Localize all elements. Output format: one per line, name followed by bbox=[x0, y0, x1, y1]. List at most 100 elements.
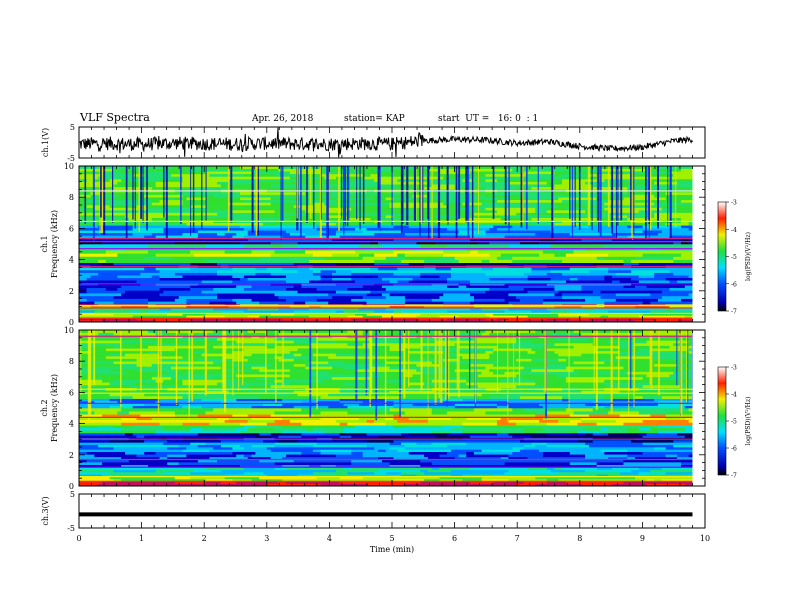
spec2-cell bbox=[251, 369, 260, 372]
spec2-cell bbox=[485, 366, 525, 370]
spec2-cell bbox=[385, 363, 417, 367]
spec1-cell bbox=[305, 176, 325, 180]
spec2-cell bbox=[485, 425, 525, 429]
spec1-cell bbox=[293, 262, 306, 266]
spec1-cell bbox=[105, 307, 122, 311]
spec1-cell bbox=[523, 222, 532, 226]
spec2-cell bbox=[263, 439, 279, 443]
spec2-cell bbox=[604, 382, 628, 386]
spec1-cell bbox=[588, 312, 632, 316]
spec2-spheric bbox=[650, 330, 653, 390]
spec2-cell bbox=[366, 439, 394, 443]
spec2-cell bbox=[213, 462, 233, 465]
spec2-cell bbox=[470, 435, 494, 438]
spec1-cell bbox=[627, 225, 643, 229]
spec1-cell bbox=[623, 222, 666, 226]
spec2-cell bbox=[324, 459, 341, 463]
spec1-cell bbox=[611, 237, 655, 242]
spec1-cell bbox=[228, 176, 252, 180]
spec2-cell bbox=[347, 405, 387, 409]
spec2-cell bbox=[217, 459, 260, 463]
spec2-cell bbox=[182, 449, 210, 452]
spec2-cell bbox=[562, 398, 571, 402]
spec2-cell bbox=[178, 408, 214, 412]
spec2-cell bbox=[278, 471, 314, 475]
spec1-cell bbox=[259, 301, 295, 305]
spec2-cell bbox=[282, 425, 306, 429]
spec1-cell bbox=[270, 179, 287, 182]
spec1-cell bbox=[220, 310, 245, 313]
spec1-cell bbox=[393, 168, 429, 172]
spec1-cell bbox=[680, 225, 693, 229]
spec2-cell bbox=[496, 361, 536, 365]
spec1-cell bbox=[512, 168, 528, 172]
spec2-cell bbox=[217, 416, 229, 420]
spec2-cell bbox=[274, 419, 291, 423]
spec2-ytick-label: 10 bbox=[64, 326, 74, 335]
spec2-cell bbox=[320, 464, 337, 468]
spec1-spheric bbox=[467, 166, 470, 241]
spec1-cell bbox=[335, 176, 364, 180]
spec1-cell bbox=[343, 267, 371, 271]
spec1-cell bbox=[381, 217, 398, 221]
spec1-cell bbox=[631, 168, 647, 172]
spec2-cell bbox=[316, 442, 360, 445]
spec1-cell bbox=[634, 250, 678, 254]
spec1-cell bbox=[416, 318, 448, 321]
spec2-cell bbox=[140, 340, 160, 344]
spec2-spheric bbox=[120, 330, 122, 408]
spec2-cell bbox=[608, 456, 628, 460]
spec1-cell bbox=[286, 298, 318, 302]
spec1-cell bbox=[105, 298, 122, 302]
spec2-cell bbox=[535, 411, 548, 415]
spec2-cell bbox=[531, 369, 574, 372]
spec1-cell bbox=[174, 298, 187, 302]
spec2-cell bbox=[378, 427, 410, 431]
spec2-cell bbox=[462, 474, 471, 477]
spec1-cell bbox=[508, 197, 528, 201]
spec2-cell bbox=[174, 390, 187, 394]
spec1-cell bbox=[209, 173, 245, 177]
spec2-cell bbox=[201, 427, 237, 431]
spec1-cell bbox=[673, 272, 693, 276]
spec2-cell bbox=[343, 408, 352, 412]
spec2-cell bbox=[102, 379, 114, 383]
spec2-cell bbox=[79, 416, 122, 420]
spec1-cell bbox=[251, 298, 287, 302]
spec2-cell bbox=[270, 371, 310, 375]
spec2-cell bbox=[243, 348, 283, 352]
spec2-cell bbox=[247, 330, 260, 333]
spec2-cell bbox=[282, 403, 306, 406]
spec1-cell bbox=[105, 293, 122, 297]
spec1-cell bbox=[178, 315, 187, 319]
spec2-cell bbox=[79, 432, 118, 436]
spec1-cell bbox=[619, 280, 632, 283]
spec1-cell bbox=[523, 171, 555, 175]
spec2-cell bbox=[443, 345, 459, 349]
spec2-cell bbox=[638, 432, 647, 436]
spec2-spheric bbox=[140, 330, 142, 391]
spec2-cell bbox=[324, 430, 344, 434]
spec1-cell bbox=[573, 194, 597, 198]
spec1-cell bbox=[447, 232, 459, 236]
spec1-cell bbox=[358, 307, 387, 311]
spec1-cell bbox=[496, 240, 521, 245]
spec2-cell bbox=[611, 408, 655, 412]
spec1-cell bbox=[163, 227, 183, 231]
spec2-cell bbox=[286, 467, 325, 470]
spec1-cell bbox=[611, 232, 640, 236]
spec1-cell bbox=[79, 307, 107, 311]
spec2-cell bbox=[79, 462, 103, 465]
spec2-cell bbox=[144, 393, 160, 397]
spec2-cell bbox=[596, 464, 628, 468]
spec2-cell bbox=[420, 422, 440, 426]
spec1-cell bbox=[247, 207, 264, 211]
spec1-cell bbox=[79, 285, 114, 288]
spec2-cell bbox=[408, 379, 433, 383]
spec1-cell bbox=[171, 244, 179, 248]
spec2-cell bbox=[481, 478, 509, 482]
spec1-cell bbox=[374, 259, 402, 264]
spec2-cell bbox=[209, 348, 245, 352]
spec2-cell bbox=[512, 427, 525, 431]
spec1-cell bbox=[596, 194, 632, 198]
